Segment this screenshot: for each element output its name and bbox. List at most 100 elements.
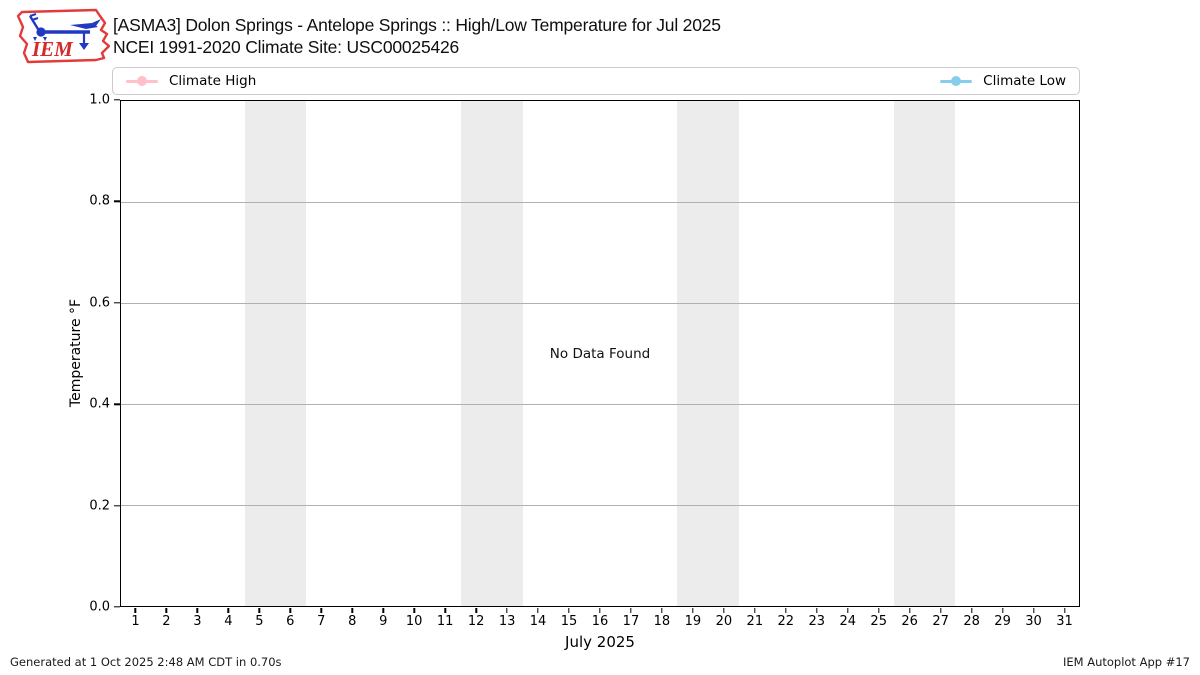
x-tick-label: 13 — [498, 614, 516, 629]
y-tick-label: 0.4 — [89, 396, 110, 412]
x-tick-label: 3 — [193, 614, 202, 629]
y-tick-label: 1.0 — [89, 92, 110, 108]
weekend-shading-band — [677, 101, 740, 606]
iem-logo: IEM — [16, 8, 110, 64]
app-credit: IEM Autoplot App #17 — [1062, 655, 1190, 669]
climate-high-marker-icon — [126, 79, 158, 83]
x-axis-label: July 2025 — [565, 633, 635, 651]
x-tick-mark — [413, 608, 415, 613]
x-tick-label: 29 — [994, 614, 1011, 629]
x-tick-label: 18 — [653, 614, 671, 629]
x-tick-label: 20 — [715, 614, 733, 629]
y-tick-mark — [114, 99, 120, 101]
climate-low-marker-icon — [940, 79, 973, 83]
y-tick-mark — [114, 606, 120, 608]
horizontal-gridline — [121, 505, 1079, 506]
x-tick-mark — [568, 608, 570, 613]
x-tick-mark — [258, 608, 261, 613]
iowa-outline-icon — [16, 8, 110, 64]
x-tick-mark — [537, 608, 539, 613]
x-tick-label: 4 — [224, 614, 233, 629]
y-tick-mark — [114, 504, 120, 507]
x-tick-mark — [444, 608, 446, 613]
legend-label: Climate High — [169, 73, 257, 89]
x-tick-label: 10 — [405, 614, 423, 629]
generated-timestamp: Generated at 1 Oct 2025 2:48 AM CDT in 0… — [10, 655, 282, 669]
x-tick-label: 24 — [839, 614, 857, 629]
x-tick-label: 14 — [529, 614, 547, 629]
x-tick-label: 12 — [467, 614, 485, 629]
x-tick-label: 1 — [131, 614, 140, 629]
x-tick-label: 25 — [870, 614, 887, 629]
y-axis-tick-marks — [114, 99, 120, 608]
legend-label: Climate Low — [983, 73, 1066, 89]
x-tick-label: 8 — [348, 614, 357, 629]
x-tick-mark — [599, 608, 601, 613]
x-tick-label: 9 — [379, 614, 388, 629]
x-tick-mark — [227, 608, 230, 613]
x-tick-label: 23 — [808, 614, 826, 629]
y-tick-label: 0.8 — [89, 193, 110, 209]
x-tick-mark — [754, 608, 756, 613]
plot-inner: No Data Found — [121, 101, 1079, 606]
x-tick-mark — [1063, 608, 1066, 613]
weekend-shading-band — [244, 101, 307, 606]
x-axis-tick-labels: 1 2 3 4 5 6 7 8 9 10 11 12 13 14 15 16 17 18 19 20 21 22 23 24 2… — [120, 614, 1080, 632]
horizontal-gridline — [121, 202, 1079, 203]
x-tick-label: 11 — [436, 614, 454, 629]
legend-item-climate-high: Climate High — [126, 73, 256, 89]
x-tick-label: 7 — [317, 614, 326, 629]
weekend-shading-band — [893, 101, 956, 606]
x-tick-label: 31 — [1056, 614, 1073, 629]
x-tick-label: 22 — [777, 614, 795, 629]
x-tick-label: 6 — [286, 614, 295, 629]
x-tick-mark — [1001, 608, 1004, 613]
horizontal-gridline — [121, 404, 1079, 405]
chart-legend: Climate High Climate Low — [112, 67, 1080, 95]
weather-instrument-icon — [28, 12, 101, 50]
x-tick-mark — [134, 608, 137, 613]
x-tick-mark — [878, 608, 880, 613]
x-tick-mark — [785, 608, 787, 613]
plot-area: No Data Found — [120, 100, 1080, 607]
page-title: [ASMA3] Dolon Springs - Antelope Springs… — [113, 15, 721, 35]
x-tick-mark — [382, 608, 384, 613]
x-tick-mark — [847, 608, 849, 613]
x-tick-mark — [475, 608, 477, 613]
x-tick-mark — [165, 608, 168, 613]
x-tick-mark — [1032, 608, 1035, 613]
x-tick-mark — [630, 608, 632, 613]
x-tick-label: 27 — [932, 614, 949, 629]
weekend-shading-band — [460, 101, 523, 606]
y-tick-mark — [114, 200, 120, 203]
chart-header: [ASMA3] Dolon Springs - Antelope Springs… — [113, 14, 721, 58]
x-tick-mark — [816, 608, 818, 613]
x-tick-mark — [320, 608, 322, 613]
y-tick-mark — [114, 302, 120, 304]
x-tick-label: 28 — [963, 614, 980, 629]
x-tick-mark — [908, 608, 911, 613]
y-axis-tick-labels: 0.0 0.2 0.4 0.6 0.8 1.0 — [0, 93, 110, 615]
y-tick-mark — [114, 403, 120, 405]
horizontal-gridline — [121, 303, 1079, 304]
x-tick-mark — [939, 608, 942, 613]
x-tick-mark — [723, 608, 725, 613]
x-tick-mark — [196, 608, 199, 613]
x-tick-mark — [506, 608, 508, 613]
x-tick-label: 2 — [162, 614, 171, 629]
y-tick-label: 0.6 — [89, 295, 110, 311]
x-tick-label: 26 — [901, 614, 918, 629]
x-tick-label: 21 — [746, 614, 764, 629]
page-subtitle: NCEI 1991-2020 Climate Site: USC00025426 — [113, 37, 460, 57]
x-tick-mark — [351, 608, 353, 613]
x-tick-mark — [661, 608, 663, 613]
y-axis-label: Temperature °F — [68, 298, 84, 408]
y-tick-label: 0.0 — [89, 599, 110, 615]
x-tick-label: 15 — [560, 614, 578, 629]
no-data-annotation: No Data Found — [549, 345, 651, 362]
x-tick-label: 19 — [684, 614, 702, 629]
iem-logo-text: IEM — [31, 37, 74, 61]
x-tick-label: 5 — [255, 614, 264, 629]
y-tick-label: 0.2 — [89, 498, 110, 514]
